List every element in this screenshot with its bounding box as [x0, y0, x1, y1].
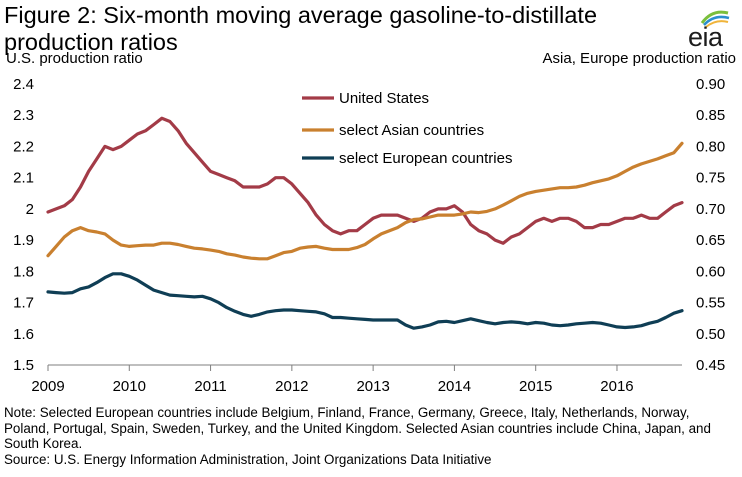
eia-logo-mark [700, 10, 730, 28]
x-tick-label-2012: 2012 [275, 378, 308, 395]
legend-label-0: United States [339, 90, 429, 107]
x-tick-label-2013: 2013 [356, 378, 389, 395]
right-y-tick-label: 0.90 [696, 76, 725, 93]
right-y-tick-label: 0.55 [696, 295, 725, 312]
right-y-tick-label: 0.75 [696, 170, 725, 187]
left-y-tick-label: 2.3 [13, 107, 34, 124]
eia-logo-text: eia [688, 22, 723, 52]
right-y-tick-label: 0.80 [696, 138, 725, 155]
x-tick-label-2009: 2009 [31, 378, 64, 395]
left-y-tick-label: 1.8 [13, 263, 34, 280]
series-line-0 [46, 116, 684, 245]
left-y-tick-label: 2.2 [13, 138, 34, 155]
right-y-tick-label: 0.60 [696, 263, 725, 280]
chart-notes: Note: Selected European countries includ… [4, 405, 734, 467]
left-y-tick-label: 1.7 [13, 295, 34, 312]
right-y-tick-label: 0.65 [696, 232, 725, 249]
series-line-1 [46, 141, 684, 261]
left-y-tick-label: 2 [26, 201, 34, 218]
left-y-tick-label: 1.5 [13, 357, 34, 374]
x-tick-label-2014: 2014 [438, 378, 471, 395]
right-axis-title: Asia, Europe production ratio [542, 50, 736, 67]
right-y-tick-label: 0.70 [696, 201, 725, 218]
legend-label-1: select Asian countries [339, 122, 484, 139]
x-tick-label-2011: 2011 [194, 378, 226, 395]
legend-label-2: select European countries [339, 150, 512, 167]
x-tick-label-2010: 2010 [113, 378, 146, 395]
right-y-tick-label: 0.45 [696, 357, 725, 374]
x-tick-label-2015: 2015 [519, 378, 552, 395]
left-y-tick-label: 1.9 [13, 232, 34, 249]
eia-logo: eia [682, 6, 734, 54]
right-y-tick-label: 0.50 [696, 326, 725, 343]
note-text: Note: Selected European countries includ… [4, 405, 711, 452]
left-axis-title: U.S. production ratio [6, 50, 143, 67]
source-text: Source: U.S. Energy Information Administ… [4, 451, 492, 467]
left-y-tick-label: 1.6 [13, 326, 34, 343]
chart-title: Figure 2: Six-month moving average gasol… [4, 2, 598, 55]
left-y-tick-label: 2.4 [13, 76, 34, 93]
right-y-tick-label: 0.85 [696, 107, 725, 124]
series-line-2 [46, 272, 684, 330]
x-tick-label-2016: 2016 [600, 378, 633, 395]
left-y-tick-label: 2.1 [13, 170, 34, 187]
